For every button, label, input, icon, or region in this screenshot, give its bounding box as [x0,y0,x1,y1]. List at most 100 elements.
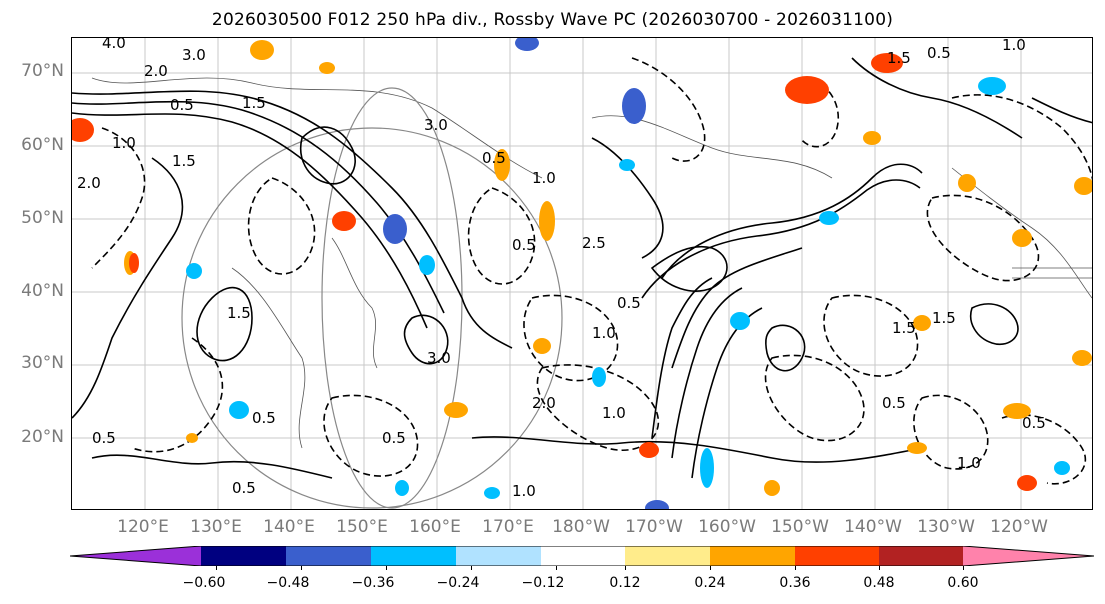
shade-cell [484,487,500,499]
shade-cell [785,76,829,104]
shade-cell [395,480,409,496]
contour-label: 1.5 [887,49,911,67]
shade-cell [229,401,249,419]
contour-label: 1.5 [227,304,251,322]
colorbar-tick [216,566,217,570]
shade-cell [958,174,976,192]
colorbar [70,546,1094,566]
shade-cell [419,255,435,275]
colorbar-tick [301,566,302,570]
contour-label: 0.5 [927,44,951,62]
shade-cell [871,53,903,73]
lon-label-170e: 170°E [482,517,534,537]
contour-label: 1.5 [932,309,956,327]
shade-cell [1074,177,1092,195]
shade-cell [619,159,635,171]
contour-label: 1.5 [172,152,196,170]
shade-cell [1012,229,1032,247]
colorbar-segment-7 [710,546,795,566]
contour-label: 0.5 [232,479,256,497]
shade-cell [332,211,356,231]
shade-cell [819,211,839,225]
shade-cell [1054,461,1070,475]
shade-cell [764,480,780,496]
shade-cell [1003,403,1031,419]
colorbar-tick-label: 0.24 [694,575,726,591]
shade-cell [863,131,881,145]
colorbar-tick [625,566,626,570]
lon-label-130w: 130°W [917,517,975,537]
coastlines [91,77,1092,449]
shade-cell [700,448,714,488]
contour-label: 4.0 [102,38,126,52]
colorbar-tick [879,566,880,570]
contour-label: 3.0 [424,116,448,134]
contour-label: 0.5 [482,149,506,167]
colorbar-tick [386,566,387,570]
contour-label: 0.5 [170,96,194,114]
contour-label: 0.5 [92,429,116,447]
lat-label-50n: 50°N [21,208,64,228]
shade-cell [907,442,927,454]
shade-cell [622,88,646,124]
shade-cell [592,367,606,387]
contour-label: 2.0 [144,62,168,80]
contour-label: 0.5 [512,236,536,254]
colorbar-segment-8 [795,546,879,566]
lon-label-160e: 160°E [409,517,461,537]
shade-cell [645,500,669,509]
shade-cell [978,77,1006,95]
lon-label-150w: 150°W [771,517,829,537]
contour-label: 1.0 [602,404,626,422]
chart-title: 2026030500 F012 250 hPa div., Rossby Wav… [211,10,894,30]
lon-label-170w: 170°W [625,517,683,537]
contour-label: 0.5 [882,394,906,412]
lon-label-150e: 150°E [336,517,388,537]
lon-label-140w: 140°W [844,517,902,537]
lon-label-120w: 120°W [990,517,1048,537]
contour-labels: 3.0 2.0 1.5 0.5 4.0 1.0 3.0 0.5 1.5 2.0 … [77,38,1046,500]
colorbar-tick-label: 0.12 [609,575,641,591]
shade-cell [319,62,335,74]
colorbar-tick [710,566,711,570]
shade-cell [639,442,659,458]
shade-cell [383,214,407,244]
shade-cell [533,338,551,354]
colorbar-segment-5 [541,546,625,566]
lat-label-30n: 30°N [21,353,64,373]
shade-cell [186,263,202,279]
shade-cell [1017,475,1037,491]
contour-label: 1.0 [532,169,556,187]
contour-label: 2.0 [532,394,556,412]
shade-cell [730,312,750,330]
map-panel: 3.0 2.0 1.5 0.5 4.0 1.0 3.0 0.5 1.5 2.0 … [71,37,1093,510]
colorbar-tick [963,566,964,570]
colorbar-segment-9 [879,546,963,566]
contour-label: 2.5 [582,234,606,252]
shade-cell [129,253,139,273]
map-canvas: 3.0 2.0 1.5 0.5 4.0 1.0 3.0 0.5 1.5 2.0 … [72,38,1092,509]
contour-label: 1.5 [242,94,266,112]
colorbar-segment-0 [70,546,201,566]
lat-label-70n: 70°N [21,61,64,81]
lat-label-40n: 40°N [21,281,64,301]
colorbar-tick-label: −0.12 [521,575,565,591]
colorbar-tick [471,566,472,570]
shade-cell [72,118,94,142]
colorbar-tick-label: −0.48 [266,575,310,591]
colorbar-tick-label: −0.36 [351,575,395,591]
shaded-divergence-cells [72,38,1092,509]
contour-label: 0.5 [252,409,276,427]
lon-label-120e: 120°E [117,517,169,537]
colorbar-segment-2 [286,546,371,566]
shade-cell [444,402,468,418]
lon-label-140e: 140°E [263,517,315,537]
shade-cell [186,433,198,443]
shade-cell [539,201,555,241]
contour-label: 3.0 [427,349,451,367]
lat-label-20n: 20°N [21,427,64,447]
colorbar-tick [556,566,557,570]
contour-label: 1.5 [892,319,916,337]
contour-label: 3.0 [182,46,206,64]
colorbar-tick-label: 0.36 [779,575,811,591]
